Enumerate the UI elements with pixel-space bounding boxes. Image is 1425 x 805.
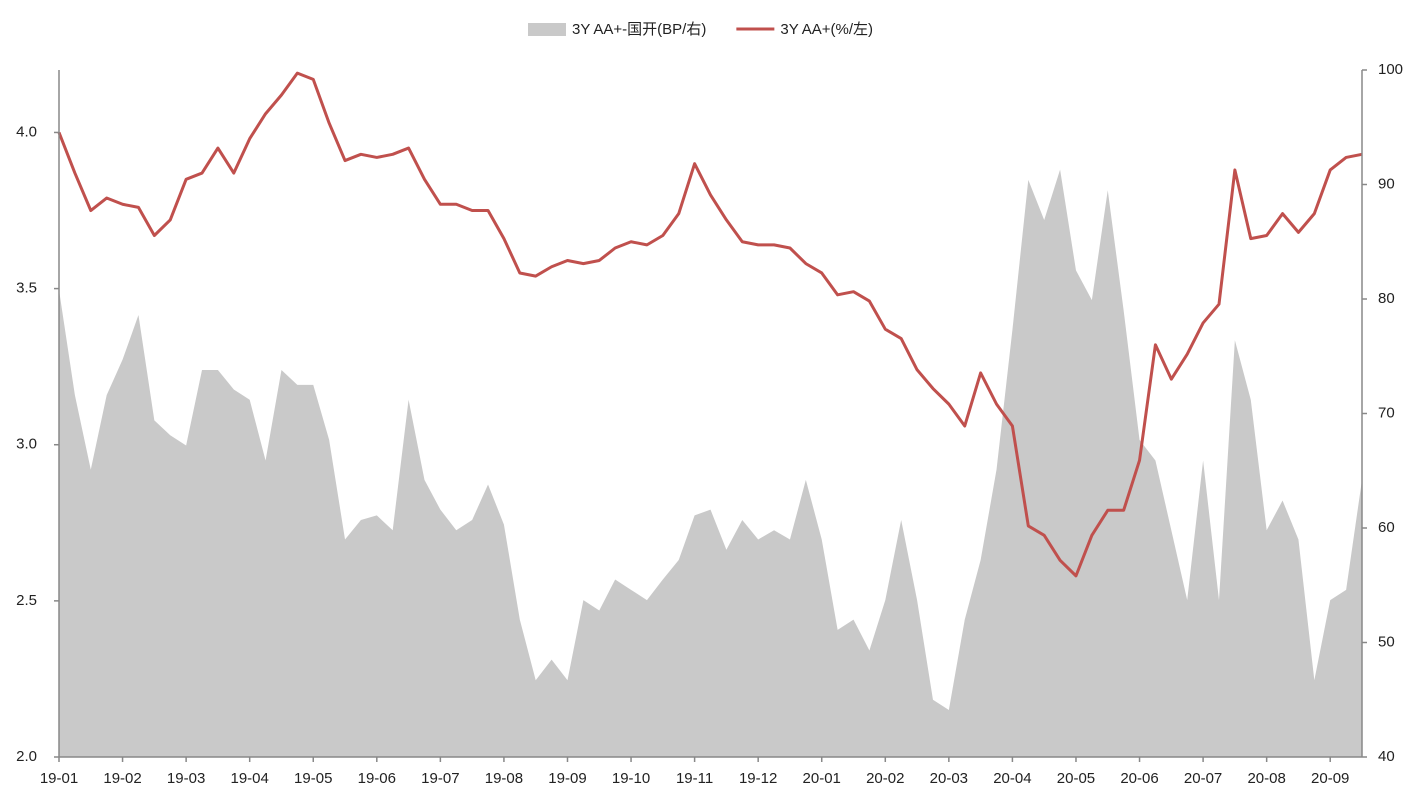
x-tick-label: 19-11	[676, 770, 713, 787]
x-tick-label: 19-08	[485, 770, 523, 787]
x-tick-label: 20-04	[993, 770, 1031, 787]
x-tick-label: 20-06	[1120, 770, 1158, 787]
legend-label: 3Y AA+(%/左)	[780, 21, 873, 38]
x-tick-label: 20-09	[1311, 770, 1349, 787]
x-tick-label: 20-08	[1247, 770, 1285, 787]
y2-tick-label: 70	[1378, 404, 1395, 421]
x-tick-label: 20-05	[1057, 770, 1095, 787]
x-tick-label: 19-10	[612, 770, 650, 787]
x-tick-label: 19-02	[103, 770, 141, 787]
y2-tick-label: 50	[1378, 633, 1395, 650]
area	[59, 169, 1362, 758]
y2-tick-label: 60	[1378, 519, 1395, 536]
x-tick-label: 20-01	[803, 770, 841, 787]
x-tick-label: 19-12	[739, 770, 777, 787]
y-tick-label: 3.0	[16, 436, 37, 453]
x-tick-label: 19-05	[294, 770, 332, 787]
y-tick-label: 2.0	[16, 748, 37, 765]
legend-label: 3Y AA+-国开(BP/右)	[572, 21, 706, 38]
y2-tick-label: 40	[1378, 748, 1395, 765]
x-tick-label: 20-07	[1184, 770, 1222, 787]
y2-tick-label: 80	[1378, 290, 1395, 307]
x-tick-label: 20-02	[866, 770, 904, 787]
y2-tick-label: 100	[1378, 61, 1403, 78]
y-tick-label: 4.0	[16, 123, 37, 140]
x-tick-label: 19-06	[358, 770, 396, 787]
y-tick-label: 2.5	[16, 592, 37, 609]
legend-swatch	[528, 23, 566, 36]
x-tick-label: 19-09	[548, 770, 586, 787]
x-tick-label: 20-03	[930, 770, 968, 787]
y-tick-label: 3.5	[16, 280, 37, 297]
x-tick-label: 19-04	[230, 770, 268, 787]
x-tick-label: 19-07	[421, 770, 459, 787]
x-tick-label: 19-01	[40, 770, 78, 787]
x-tick-label: 19-03	[167, 770, 205, 787]
line	[57, 71, 1363, 578]
y2-tick-label: 90	[1378, 175, 1395, 192]
